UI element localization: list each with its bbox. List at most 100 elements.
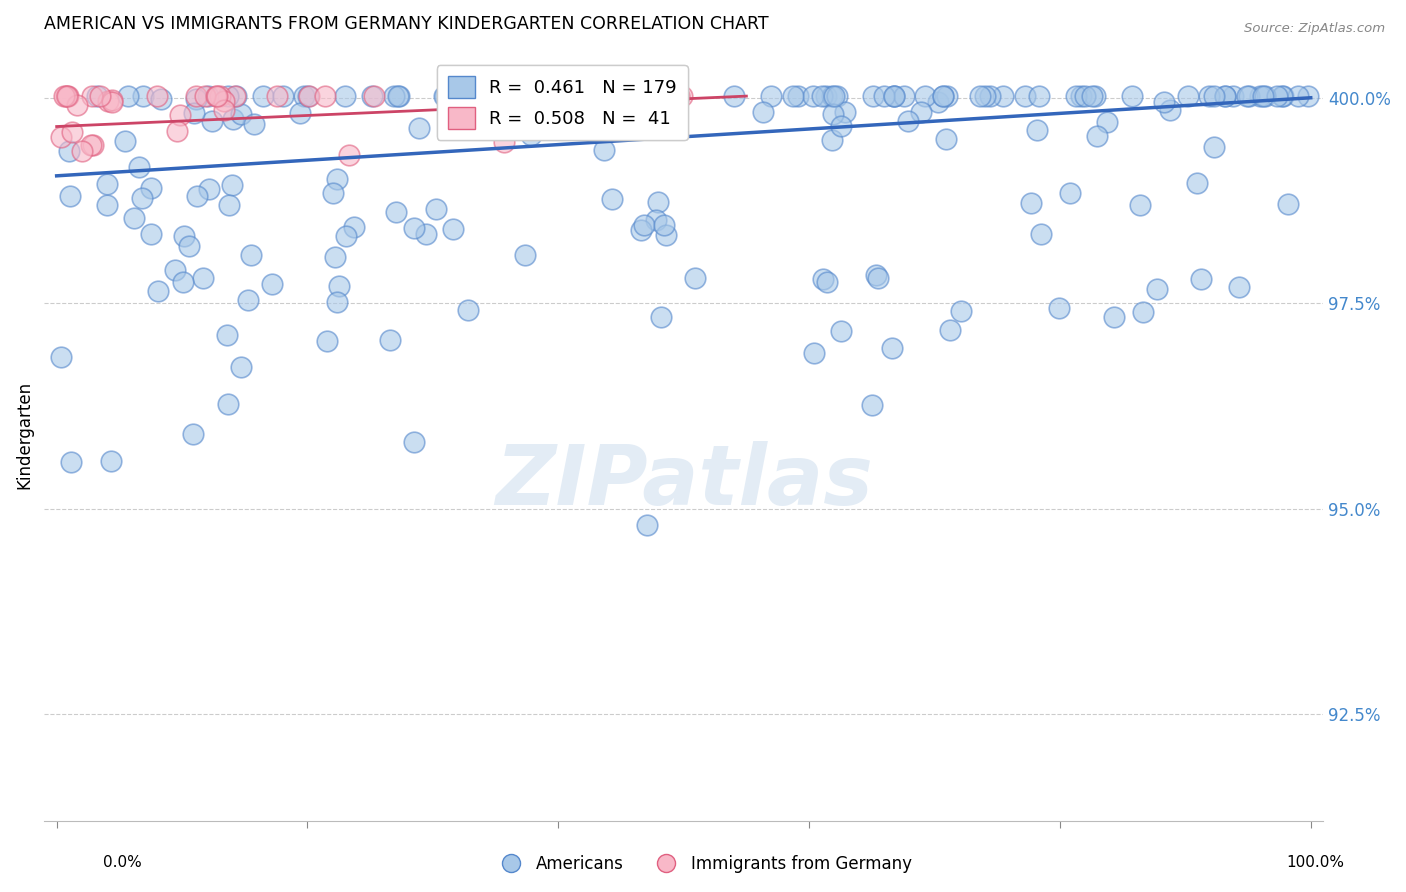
Point [101,95,124,109]
Point [1095,115,1118,129]
Point [55,89,77,103]
Point [184,89,207,103]
Point [194,89,217,103]
Point [271,89,294,103]
Point [229,360,252,375]
Point [624,89,647,103]
Point [548,89,571,103]
Point [661,89,683,103]
Point [408,120,430,135]
Point [1204,89,1226,103]
Point [387,89,409,103]
Point [163,263,186,277]
Point [66,98,89,112]
Legend: Americans, Immigrants from Germany: Americans, Immigrants from Germany [488,848,918,880]
Point [197,182,219,196]
Point [139,180,162,194]
Point [1064,89,1087,103]
Point [60,454,83,468]
Point [969,89,991,103]
Point [51,351,73,365]
Point [179,239,201,253]
Point [935,89,957,103]
Point [671,89,693,103]
Point [1121,89,1143,103]
Point [1185,176,1208,190]
Point [82,89,104,103]
Point [1296,89,1319,103]
Point [865,268,887,282]
Point [58,144,80,158]
Point [820,89,842,103]
Point [97,94,120,108]
Point [823,89,845,103]
Point [215,328,238,343]
Point [830,324,852,338]
Point [1254,89,1277,103]
Point [433,89,456,103]
Point [1272,89,1295,103]
Point [761,89,783,103]
Point [292,89,315,103]
Point [910,105,932,120]
Point [197,89,219,103]
Point [1132,304,1154,318]
Point [668,89,690,103]
Point [1102,310,1125,324]
Point [252,89,274,103]
Point [1222,89,1244,103]
Point [650,310,672,324]
Point [204,89,226,103]
Point [239,248,262,262]
Point [262,277,284,292]
Point [1177,89,1199,103]
Point [883,89,905,103]
Point [101,93,124,107]
Point [212,103,235,118]
Point [236,293,259,307]
Point [513,248,536,262]
Point [380,334,402,348]
Point [782,89,804,103]
Point [169,108,191,122]
Point [72,144,94,158]
Point [593,143,616,157]
Point [1159,103,1181,117]
Point [217,397,239,411]
Point [146,89,169,103]
Point [596,89,619,103]
Point [122,211,145,226]
Point [1213,89,1236,103]
Point [173,229,195,244]
Point [385,205,408,219]
Point [1265,89,1288,103]
Point [60,125,83,139]
Point [343,220,366,235]
Point [882,89,904,103]
Point [456,89,478,103]
Point [520,128,543,143]
Point [114,134,136,148]
Point [1249,89,1271,103]
Point [86,89,108,103]
Point [600,192,623,206]
Point [149,92,172,106]
Point [1213,89,1236,103]
Point [624,92,647,106]
Point [183,105,205,120]
Point [630,223,652,237]
Point [803,346,825,360]
Point [382,89,405,103]
Point [893,89,915,103]
Point [457,302,479,317]
Point [1286,89,1309,103]
Point [633,218,655,232]
Point [1129,198,1152,212]
Point [814,89,837,103]
Point [897,114,920,128]
Point [297,89,319,103]
Point [489,89,512,103]
Point [1227,279,1250,293]
Point [1087,129,1109,144]
Point [1047,301,1070,315]
